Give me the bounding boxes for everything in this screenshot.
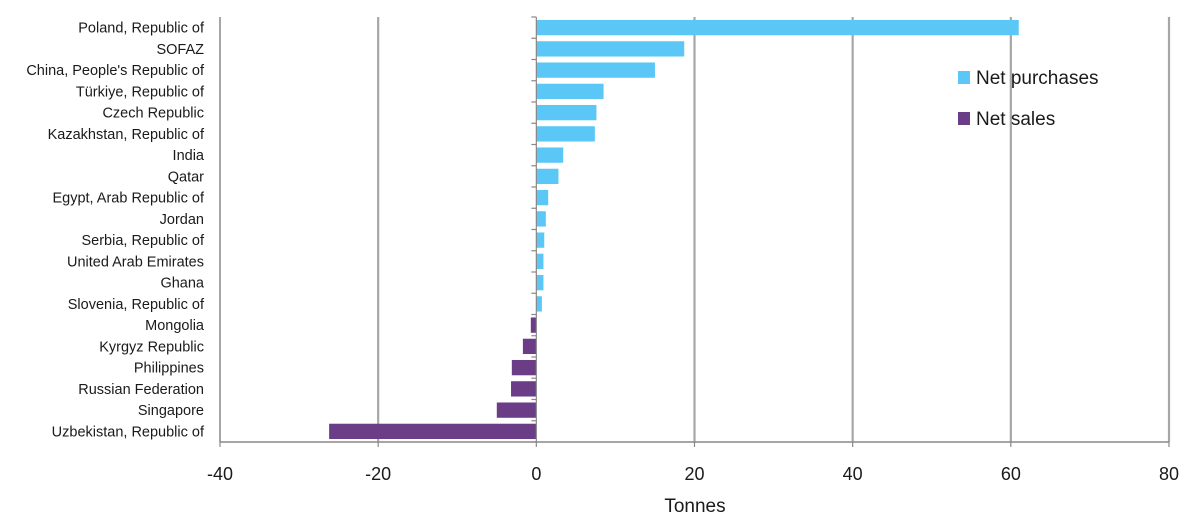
category-label: Uzbekistan, Republic of: [52, 424, 205, 440]
bar: [530, 317, 537, 333]
category-label: Kyrgyz Republic: [99, 339, 204, 355]
bar: [536, 62, 655, 78]
legend-swatch: [958, 112, 970, 125]
bar: [536, 168, 559, 185]
category-label: Mongolia: [145, 318, 205, 334]
bar: [536, 126, 595, 142]
category-label: Türkiye, Republic of: [76, 84, 205, 100]
legend: Net purchases Net sales: [958, 68, 1099, 130]
x-axis-title: Tonnes: [664, 496, 725, 517]
category-label: Jordan: [160, 212, 204, 228]
legend-label: Net purchases: [976, 68, 1099, 89]
bar: [536, 147, 564, 163]
bar: [536, 19, 1019, 36]
category-label: SOFAZ: [156, 42, 204, 58]
category-label: Egypt, Arab Republic of: [52, 191, 205, 207]
bar: [329, 423, 537, 440]
x-tick-label: 0: [531, 464, 541, 484]
bar: [536, 211, 546, 227]
x-tick-label: -20: [365, 464, 391, 484]
bar: [522, 338, 537, 355]
category-label: Slovenia, Republic of: [68, 297, 205, 313]
legend-label: Net sales: [976, 109, 1055, 130]
category-label: Kazakhstan, Republic of: [48, 127, 205, 143]
bar: [536, 253, 544, 270]
bar: [496, 402, 537, 418]
gridlines: [377, 17, 1171, 442]
x-tick-label: 80: [1159, 464, 1179, 484]
x-tick-label: -40: [207, 464, 233, 484]
category-label: Ghana: [160, 276, 204, 292]
bar: [536, 296, 542, 312]
axes: [219, 16, 1170, 447]
bar: [536, 41, 685, 57]
category-label: Singapore: [138, 403, 204, 419]
category-label: United Arab Emirates: [67, 254, 204, 270]
bar: [536, 189, 549, 206]
bar: [536, 104, 597, 121]
x-tick-label: 20: [684, 464, 704, 484]
category-label: Qatar: [168, 169, 204, 185]
category-label: China, People's Republic of: [26, 63, 205, 79]
x-tick-labels: -40 -20 0 20 40 60 80: [207, 464, 1179, 484]
bar: [536, 274, 544, 291]
category-label: Philippines: [134, 361, 204, 377]
bar: [511, 381, 537, 397]
x-tick-label: 40: [843, 464, 863, 484]
bar: [536, 83, 604, 100]
category-label: Serbia, Republic of: [81, 233, 204, 249]
x-tick-label: 60: [1001, 464, 1021, 484]
category-label: Russian Federation: [78, 382, 204, 398]
category-label: Czech Republic: [102, 106, 204, 122]
category-labels: Poland, Republic of SOFAZ China, People's …: [26, 21, 205, 441]
bar: [536, 232, 545, 248]
bar: [511, 359, 537, 376]
legend-swatch: [958, 71, 970, 84]
bars: [329, 19, 1019, 440]
category-label: Poland, Republic of: [78, 21, 205, 37]
category-label: India: [173, 148, 205, 164]
